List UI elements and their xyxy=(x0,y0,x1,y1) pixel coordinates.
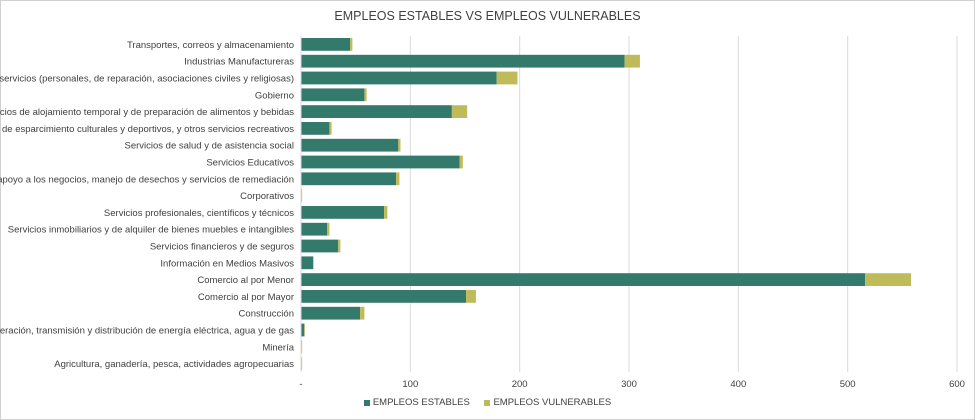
bar-estables xyxy=(301,38,351,51)
bar-vulnerables xyxy=(396,172,400,186)
bar-estables xyxy=(301,239,339,253)
category-label: Generación, transmisión y distribución d… xyxy=(0,326,294,337)
legend-label-vulnerables: EMPLEOS VULNERABLES xyxy=(493,397,612,408)
x-tick-label: 500 xyxy=(840,379,856,390)
bar-vulnerables xyxy=(301,357,303,370)
bar-estables xyxy=(301,273,866,286)
x-tick-label: 300 xyxy=(621,379,637,390)
category-label: Comercio al por Mayor xyxy=(198,292,294,303)
bar-estables xyxy=(301,71,497,85)
category-label: Minería xyxy=(262,342,294,353)
category-label: Servicios Educativos xyxy=(206,158,294,169)
bar-estables xyxy=(301,105,452,118)
category-label: Servicios de apoyo a los negocios, manej… xyxy=(0,174,294,185)
bar-estables xyxy=(301,172,397,186)
bar-estables xyxy=(301,122,330,135)
chart-title: EMPLEOS ESTABLES VS EMPLEOS VULNERABLES xyxy=(334,9,641,23)
bar-vulnerables xyxy=(865,273,912,286)
bar-estables xyxy=(301,290,467,303)
legend-label-estables: EMPLEOS ESTABLES xyxy=(372,397,470,408)
bar-estables xyxy=(301,206,385,219)
legend-swatch-vulnerables xyxy=(484,399,491,406)
category-label: Servicios financieros y de seguros xyxy=(150,242,294,253)
category-label: Servicios de esparcimiento culturales y … xyxy=(0,124,294,135)
category-label: Servicios de alojamiento temporal y de p… xyxy=(0,107,294,118)
category-label: Servicios de salud y de asistencia socia… xyxy=(124,141,294,152)
category-label: Corporativos xyxy=(240,191,294,202)
bar-estables xyxy=(301,222,328,236)
bar-vulnerables xyxy=(451,105,468,118)
category-label: Construcción xyxy=(239,309,294,320)
bar-estables xyxy=(301,306,361,320)
bar-vulnerables xyxy=(329,122,332,135)
x-tick-label: 200 xyxy=(512,379,528,390)
bar-vulnerables xyxy=(350,38,353,51)
bar-vulnerables xyxy=(384,206,388,219)
bar-estables xyxy=(301,88,365,102)
category-label: Gobierno xyxy=(255,90,294,101)
category-label: Comercio al por Menor xyxy=(197,275,294,286)
legend-item-estables: EMPLEOS ESTABLES xyxy=(363,397,470,408)
legend-swatch-estables xyxy=(363,399,370,406)
bar-estables xyxy=(301,54,625,68)
bar-vulnerables xyxy=(327,222,330,236)
x-tick-label: 400 xyxy=(730,379,746,390)
bar-vulnerables xyxy=(624,54,640,68)
bar-vulnerables xyxy=(338,239,341,253)
bar-vulnerables xyxy=(304,323,305,337)
x-tick-label: 600 xyxy=(949,379,965,390)
bar-vulnerables xyxy=(301,189,303,202)
category-label: Información en Medios Masivos xyxy=(160,258,294,269)
category-label: Transportes, correos y almacenamiento xyxy=(127,40,294,51)
x-tick-label: 100 xyxy=(402,379,418,390)
bar-vulnerables xyxy=(466,290,476,303)
bar-vulnerables xyxy=(496,71,518,85)
category-label: Otros servicios (personales, de reparaci… xyxy=(0,74,294,85)
bar-estables xyxy=(301,256,314,270)
category-label: Servicios inmobiliarios y de alquiler de… xyxy=(8,225,294,236)
bar-vulnerables xyxy=(313,256,314,270)
bar-vulnerables xyxy=(459,155,463,169)
bar-estables xyxy=(301,138,399,152)
bar-estables xyxy=(301,323,305,337)
legend: EMPLEOS ESTABLES EMPLEOS VULNERABLES xyxy=(0,397,975,409)
bar-estables xyxy=(301,155,460,169)
bar-vulnerables xyxy=(398,138,401,152)
bar-vulnerables xyxy=(364,88,367,102)
category-label: Industrias Manufactureras xyxy=(184,57,294,68)
category-label: Servicios profesionales, científicos y t… xyxy=(104,208,294,219)
bar-vulnerables xyxy=(360,306,365,320)
bar-vulnerables xyxy=(301,340,303,354)
category-label: Agricultura, ganadería, pesca, actividad… xyxy=(54,359,294,370)
legend-item-vulnerables: EMPLEOS VULNERABLES xyxy=(484,397,611,408)
x-tick-label: - xyxy=(299,379,302,390)
